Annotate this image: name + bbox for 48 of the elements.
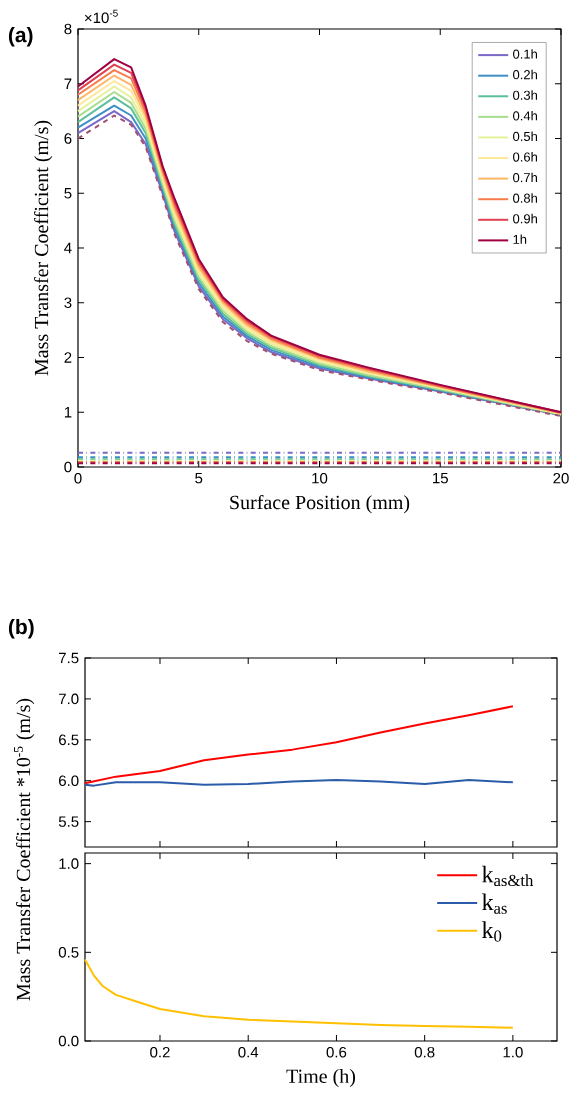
y-tick-label: 6.5 xyxy=(59,734,79,746)
legend-label: 0.6h xyxy=(513,152,537,162)
y-tick-label: 3 xyxy=(64,297,72,309)
y-tick-label: 5 xyxy=(64,188,72,199)
y-tick-label: 1.0 xyxy=(59,858,79,869)
x-tick-label: 5 xyxy=(195,472,203,484)
y-tick-label: 1 xyxy=(64,407,72,418)
y-tick-label: 7.5 xyxy=(59,652,79,664)
x-tick-label: 0.2 xyxy=(150,1046,170,1058)
y-tick-label: 0 xyxy=(64,461,72,473)
text: k$_{as}$ xyxy=(481,893,507,914)
legend-label: 0.4h xyxy=(513,110,537,121)
x-axis-title: Time (h) xyxy=(286,1068,356,1088)
chart-title: (a) xyxy=(8,26,33,47)
text: k$_{as&th}$ xyxy=(481,865,534,887)
x-tick-label: 0.4 xyxy=(238,1046,259,1058)
x-tick-label: 0.8 xyxy=(414,1046,435,1058)
legend-label: 1h xyxy=(513,234,527,244)
legend-label: 0.7h xyxy=(513,172,537,183)
legend-label: 0.8h xyxy=(513,193,537,203)
x-tick-label: 0.6 xyxy=(326,1046,347,1058)
y-tick-label: 4 xyxy=(64,242,72,254)
y-tick-label: 0.0 xyxy=(58,1035,79,1047)
y-tick-label: 6 xyxy=(64,133,72,144)
line-series xyxy=(84,958,514,1029)
y-tick-label: 7.0 xyxy=(59,693,79,705)
chart-title: (b) xyxy=(8,618,34,639)
x-tick-label: 20 xyxy=(553,472,569,484)
legend-label: 0.2h xyxy=(513,69,537,80)
y-axis-title: Mass Transfer Coefficient (m/s) xyxy=(33,120,53,376)
text: ×10$^{-5}$ xyxy=(84,9,118,24)
x-tick-label: 10 xyxy=(312,472,328,484)
legend-label: 0.9h xyxy=(513,213,537,224)
x-axis-title: Surface Position (mm) xyxy=(230,494,410,514)
legend-label: k$_{0}$ xyxy=(481,921,502,942)
y-tick-label: 0.5 xyxy=(58,947,79,958)
legend-label: 0.3h xyxy=(513,90,537,100)
legend-label: 0.5h xyxy=(513,131,537,142)
x-tick-label: 15 xyxy=(433,472,448,484)
legend-label: 0.1h xyxy=(513,49,537,59)
y-tick-label: 8 xyxy=(64,23,72,35)
y-axis-title: Mass Transfer Coefficient *10$^{-5}$ (m/s) xyxy=(14,698,35,1001)
y-tick-label: 2 xyxy=(64,352,72,363)
y-tick-label: 5.5 xyxy=(58,816,79,827)
x-tick-label: 1.0 xyxy=(503,1046,523,1058)
y-tick-label: 6.0 xyxy=(59,775,79,787)
line-series xyxy=(84,705,514,785)
y-tick-label: 7 xyxy=(64,78,72,89)
